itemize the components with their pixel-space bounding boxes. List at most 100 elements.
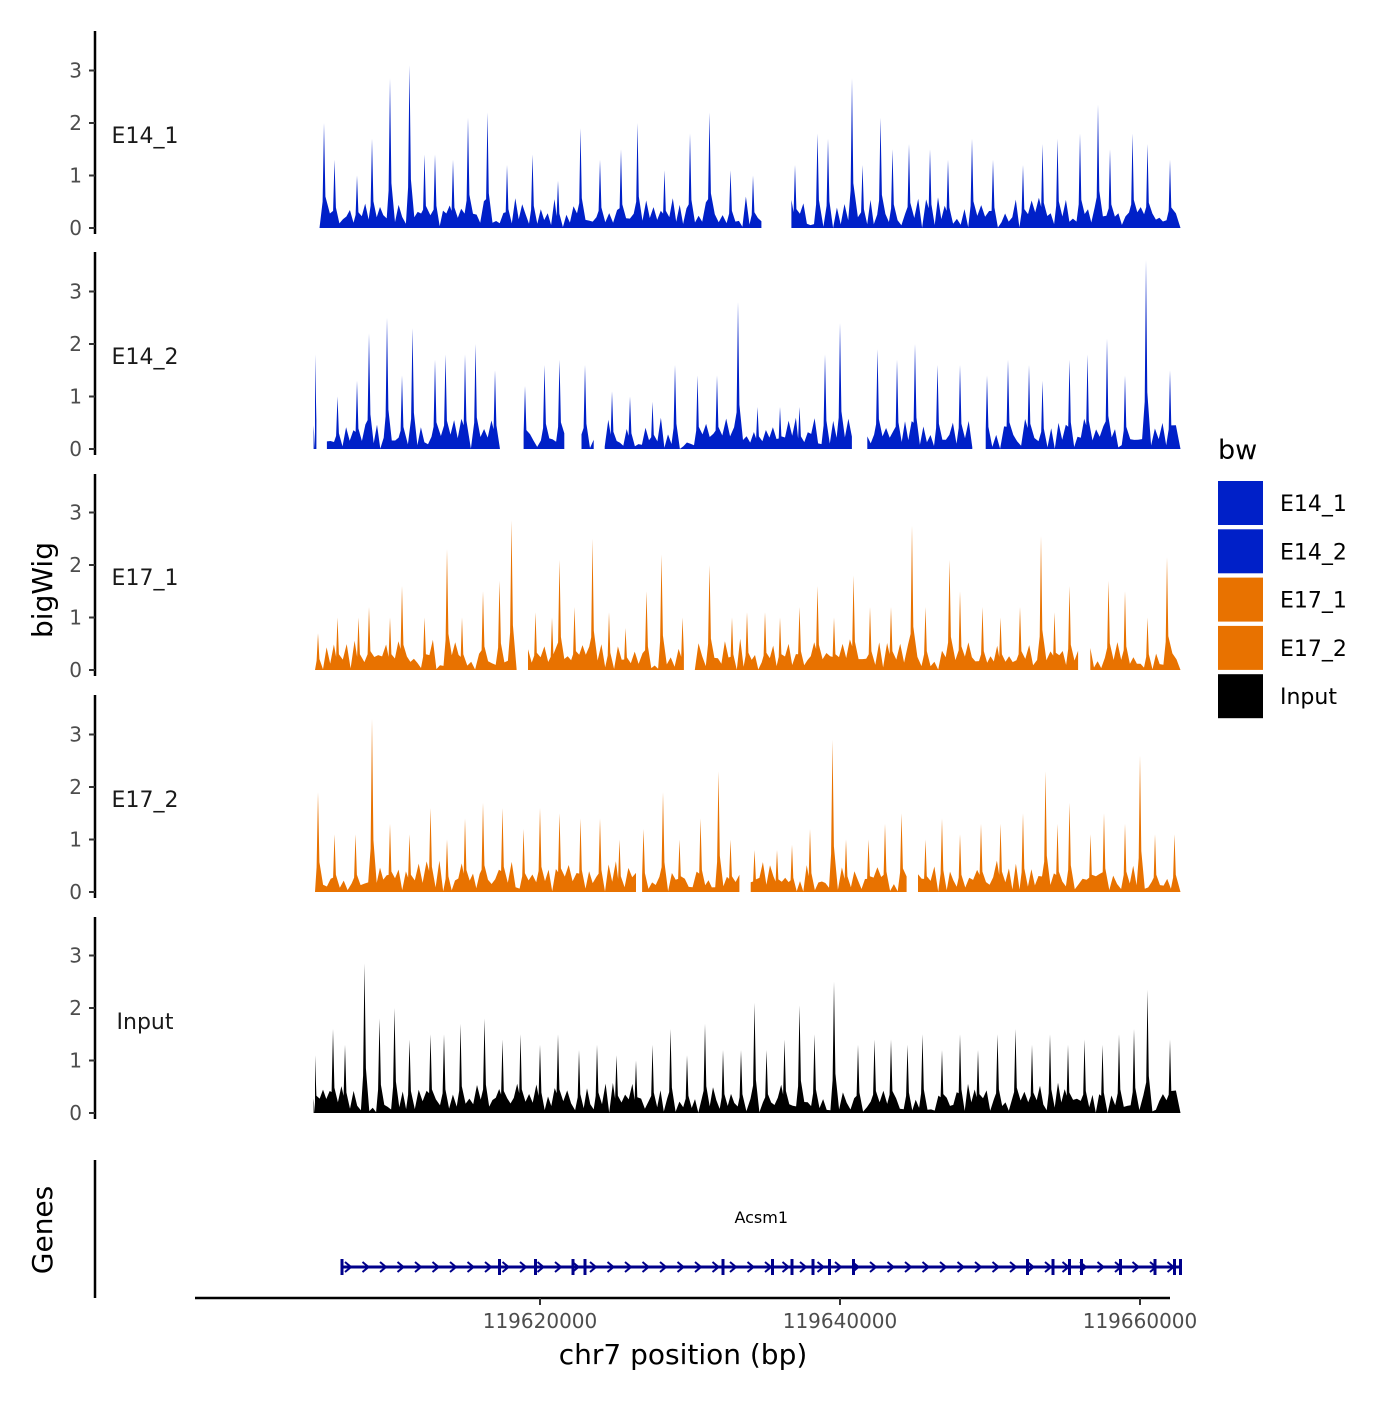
y-tick-label-Input-2: 2 <box>69 996 82 1020</box>
strand-chevron <box>694 1261 703 1273</box>
track-E17_2: 0 1 2 3 E17_2 <box>69 695 1181 904</box>
legend: bw E14_1 E14_2 E17_1 E17_2 Input <box>1218 435 1347 719</box>
exon-mark-6 <box>771 1259 774 1275</box>
exon-mark-17 <box>1173 1259 1176 1275</box>
legend-swatch-E14_1 <box>1218 481 1263 525</box>
signal-area-Input-0 <box>313 963 1181 1113</box>
y-tick-label-E14_1-1: 1 <box>69 164 82 188</box>
strand-chevron <box>956 1261 966 1273</box>
strand-chevron <box>1131 1261 1141 1273</box>
exon-mark-18 <box>1179 1259 1182 1275</box>
legend-swatch-Input <box>1218 674 1263 719</box>
x-tick-label-119660000: 119660000 <box>1083 1309 1198 1333</box>
exon-mark-8 <box>811 1259 815 1275</box>
legend-label-E14_1: E14_1 <box>1280 492 1347 517</box>
signal-area-E17_1-0 <box>315 520 517 670</box>
exon-mark-14 <box>1080 1259 1083 1275</box>
y-tick-label-E17_2-3: 3 <box>69 723 82 747</box>
exon-mark-9 <box>828 1259 831 1275</box>
y-tick-label-Input-0: 0 <box>69 1101 82 1125</box>
strand-chevron <box>781 1261 791 1273</box>
strand-chevron <box>746 1261 756 1273</box>
signal-tracks: 0 1 2 3 E14_1 0 1 2 3 E14_2 0 1 2 3 E17_1 0 1 2 3 E17_2 0 1 2 3… <box>69 31 1181 1125</box>
exon-mark-10 <box>852 1259 855 1275</box>
gene-track: Genes Acsm1 <box>26 1160 1182 1298</box>
strand-chevron <box>939 1261 948 1273</box>
exon-mark-1 <box>498 1259 501 1275</box>
strand-chevron <box>1044 1261 1053 1273</box>
y-tick-label-E14_2-0: 0 <box>69 437 82 461</box>
track-label-E17_2: E17_2 <box>112 788 179 813</box>
y-tick-label-Input-1: 1 <box>69 1049 82 1073</box>
strand-chevron <box>606 1261 616 1273</box>
exon-mark-11 <box>1026 1259 1029 1275</box>
strand-chevron <box>1009 1261 1018 1273</box>
y-tick-label-E14_1-0: 0 <box>69 216 82 240</box>
strand-chevron <box>554 1261 563 1273</box>
legend-label-E17_1: E17_1 <box>1280 589 1347 614</box>
strand-chevron <box>589 1261 598 1273</box>
strand-chevron <box>974 1261 983 1273</box>
legend-title: bw <box>1218 435 1257 466</box>
strand-chevron <box>624 1261 633 1273</box>
signal-area-E14_2-6 <box>985 260 1181 449</box>
gene-name-label: Acsm1 <box>734 1208 788 1227</box>
exon-mark-4 <box>583 1259 587 1275</box>
y-tick-label-E14_1-3: 3 <box>69 59 82 83</box>
strand-chevron <box>869 1261 878 1273</box>
y-tick-label-E14_2-2: 2 <box>69 332 82 356</box>
legend-swatch-E14_2 <box>1218 529 1263 574</box>
y-tick-label-E17_2-0: 0 <box>69 880 82 904</box>
signal-area-E14_2-4 <box>604 302 852 449</box>
strand-chevron <box>501 1261 511 1273</box>
x-axis-title: chr7 position (bp) <box>559 1338 808 1371</box>
track-label-E17_1: E17_1 <box>112 566 179 591</box>
x-axis: 119620000 119640000 119660000 <box>195 1296 1198 1333</box>
signal-area-E17_2-2 <box>750 739 907 892</box>
strand-chevron <box>676 1261 686 1273</box>
signal-area-E17_2-3 <box>918 755 1181 892</box>
legend-label-E14_2: E14_2 <box>1280 540 1347 565</box>
y-tick-label-E17_1-3: 3 <box>69 501 82 525</box>
strand-chevron <box>991 1261 1001 1273</box>
signal-area-E17_1-3 <box>1090 557 1181 670</box>
y-tick-label-E17_1-1: 1 <box>69 606 82 630</box>
track-E14_2: 0 1 2 3 E14_2 <box>69 252 1181 461</box>
strand-chevron <box>659 1261 668 1273</box>
signal-area-E14_2-1 <box>326 317 500 449</box>
strand-chevron <box>466 1261 476 1273</box>
signal-area-E17_1-2 <box>694 525 1079 670</box>
strand-chevron <box>449 1261 458 1273</box>
strand-chevron <box>711 1261 721 1273</box>
y-tick-label-E14_1-2: 2 <box>69 111 82 135</box>
strand-chevron <box>729 1261 738 1273</box>
y-axis-title: bigWig <box>26 542 59 638</box>
signal-area-E14_1-0 <box>315 65 762 228</box>
strand-chevron <box>904 1261 913 1273</box>
exon-mark-7 <box>790 1259 794 1275</box>
y-tick-label-Input-3: 3 <box>69 944 82 968</box>
strand-chevron <box>834 1261 843 1273</box>
legend-label-Input: Input <box>1280 685 1337 710</box>
y-tick-label-E17_1-2: 2 <box>69 553 82 577</box>
signal-area-E17_1-1 <box>528 538 684 670</box>
exon-mark-15 <box>1119 1259 1122 1275</box>
strand-chevron <box>536 1261 546 1273</box>
signal-area-E14_2-3 <box>581 365 594 449</box>
strand-chevron <box>414 1261 423 1273</box>
strand-chevron <box>431 1261 441 1273</box>
signal-area-E14_1-1 <box>791 78 1181 229</box>
exon-mark-16 <box>1153 1259 1157 1275</box>
exon-mark-13 <box>1068 1259 1071 1275</box>
x-tick-label-119640000: 119640000 <box>783 1309 898 1333</box>
strand-chevron <box>484 1261 493 1273</box>
track-label-Input: Input <box>117 1010 174 1035</box>
signal-area-E14_2-5 <box>867 344 973 449</box>
y-tick-label-E17_2-1: 1 <box>69 828 82 852</box>
y-tick-label-E14_2-3: 3 <box>69 280 82 304</box>
strand-chevron <box>641 1261 651 1273</box>
x-tick-label-119620000: 119620000 <box>483 1309 598 1333</box>
strand-chevron <box>921 1261 931 1273</box>
exon-mark-5 <box>721 1259 725 1275</box>
track-label-E14_1: E14_1 <box>112 124 179 149</box>
